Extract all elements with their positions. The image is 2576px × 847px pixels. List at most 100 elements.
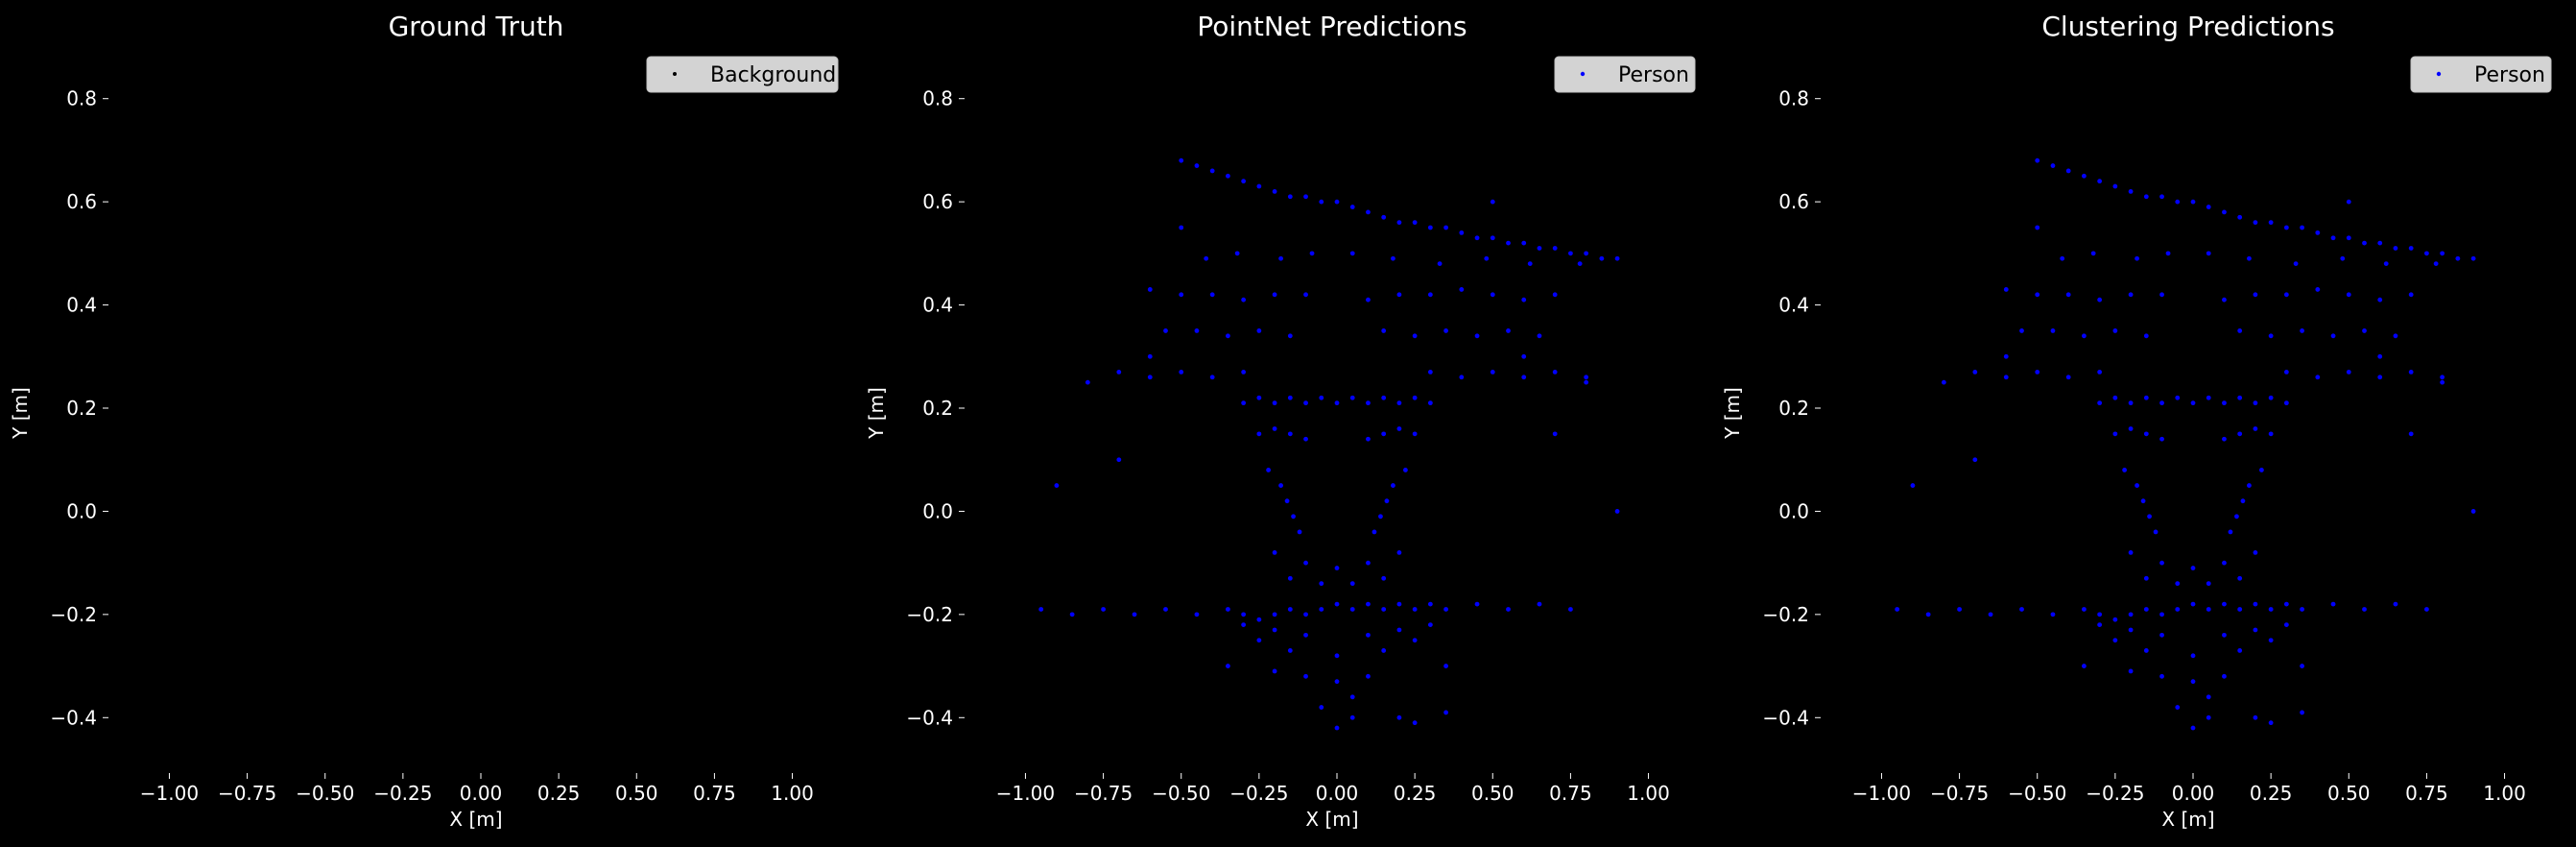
y-tick-label: −0.2: [906, 603, 953, 626]
y-tick-label: −0.4: [1762, 706, 1809, 729]
data-point: [2300, 607, 2304, 612]
data-point: [2408, 431, 2414, 437]
data-point: [1209, 375, 1215, 380]
y-tick-label: 0.8: [922, 87, 953, 110]
data-point: [2128, 612, 2134, 617]
data-point: [1366, 209, 1371, 215]
data-point: [2128, 189, 2134, 194]
data-point: [1378, 514, 1383, 520]
data-point: [2222, 297, 2227, 302]
data-point: [2112, 395, 2118, 400]
data-point: [1204, 255, 1209, 261]
data-point: [1054, 483, 1060, 488]
data-point: [1241, 297, 1247, 302]
data-point: [1303, 560, 1308, 566]
data-point: [1266, 468, 1271, 472]
x-tick-label: −0.75: [1074, 782, 1133, 805]
data-point: [2003, 375, 2009, 380]
data-point: [1132, 612, 1137, 617]
data-point: [1284, 498, 1290, 504]
data-point: [1443, 664, 1448, 668]
subplot-title: Clustering Predictions: [2041, 11, 2334, 42]
data-point: [2433, 261, 2439, 266]
data-point: [2190, 400, 2196, 406]
data-point: [1484, 255, 1490, 261]
data-point: [2253, 400, 2258, 406]
data-point: [1490, 370, 1495, 375]
data-point: [1349, 581, 1355, 587]
data-point: [2315, 230, 2321, 235]
x-tick-label: −0.50: [1152, 782, 1210, 805]
data-point: [2237, 395, 2243, 400]
x-tick-label: 0.00: [2172, 782, 2215, 805]
y-ticks: −0.4 −0.2 0.0 0.2 0.4 0.6 0.8: [906, 87, 965, 729]
data-point: [1381, 328, 1387, 333]
data-point: [2283, 292, 2289, 298]
data-point: [2300, 328, 2304, 333]
data-point: [2112, 431, 2118, 437]
data-point: [2253, 426, 2258, 431]
data-point: [1972, 457, 1978, 463]
y-axis-label: Y [m]: [9, 387, 32, 440]
data-point: [2035, 157, 2040, 163]
x-tick-label: −0.75: [218, 782, 276, 805]
data-point: [2393, 601, 2398, 607]
data-point: [1287, 431, 1293, 437]
data-point: [1366, 400, 1371, 406]
data-point: [1381, 607, 1387, 612]
data-point: [2190, 679, 2196, 685]
data-point: [1443, 710, 1448, 715]
data-point: [2082, 607, 2087, 612]
data-point: [2143, 194, 2149, 200]
y-tick-label: 0.2: [66, 397, 97, 420]
data-point: [2175, 705, 2181, 710]
y-tick-label: −0.4: [50, 706, 97, 729]
data-point: [1381, 575, 1387, 581]
data-point: [1396, 550, 1402, 555]
data-point: [1163, 607, 1168, 612]
data-point: [2377, 353, 2383, 359]
data-point: [2112, 617, 2118, 622]
data-point: [2377, 375, 2383, 380]
data-point: [2283, 370, 2289, 375]
data-point: [1584, 379, 1589, 385]
data-point: [1287, 607, 1293, 612]
x-tick-label: 0.75: [693, 782, 736, 805]
data-point: [1116, 457, 1122, 463]
data-point: [1194, 163, 1200, 168]
data-point: [2330, 235, 2336, 241]
data-point: [2377, 297, 2383, 302]
data-point: [1179, 225, 1184, 230]
data-point: [1552, 246, 1558, 251]
data-point: [1910, 483, 1916, 488]
x-tick-label: 0.50: [615, 782, 658, 805]
data-point: [1349, 251, 1355, 256]
data-point: [1437, 261, 1443, 266]
data-point: [1334, 199, 1340, 205]
data-point: [2097, 622, 2103, 627]
data-point: [1241, 622, 1247, 627]
legend-marker: [1580, 71, 1586, 77]
data-point: [2159, 400, 2164, 406]
data-point: [2237, 431, 2243, 437]
data-point: [2247, 483, 2252, 488]
data-point: [1474, 333, 1480, 339]
data-point: [2283, 601, 2289, 607]
data-point: [1366, 560, 1371, 566]
data-point: [1412, 333, 1418, 339]
data-point: [2222, 632, 2227, 638]
data-point: [1147, 375, 1153, 380]
data-point: [1391, 255, 1395, 261]
legend-marker: [673, 72, 677, 76]
data-point: [2247, 255, 2252, 261]
data-point: [2097, 179, 2103, 184]
data-point: [1256, 328, 1262, 333]
data-point: [1303, 194, 1308, 200]
data-point: [2268, 333, 2274, 339]
data-point: [1384, 498, 1390, 504]
data-point: [1287, 333, 1293, 339]
data-point: [1209, 168, 1215, 174]
data-point: [2253, 550, 2258, 555]
data-point: [2112, 328, 2118, 333]
